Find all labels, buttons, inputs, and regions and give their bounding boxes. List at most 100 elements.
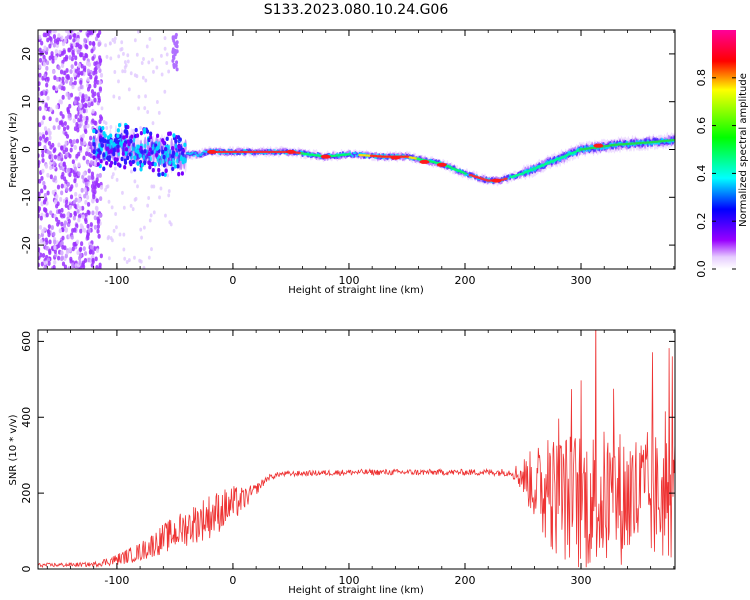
- spectrogram-cell: [83, 251, 88, 256]
- spectrogram-cell: [92, 41, 96, 47]
- spectrogram-cell: [83, 37, 87, 43]
- spectrogram-cell: [102, 119, 106, 124]
- spectrogram-cell: [101, 125, 105, 131]
- spectrogram-cell: [57, 208, 62, 214]
- spectrogram-cell: [116, 133, 120, 138]
- spectrogram-cell: [41, 158, 45, 163]
- spectrogram-cell: [43, 144, 47, 150]
- spectrogram-cell: [66, 212, 70, 217]
- spectrogram-cell: [99, 196, 103, 202]
- spectrogram-cell: [65, 91, 69, 97]
- spectrogram-cell: [273, 148, 276, 152]
- spectrogram-cell: [46, 95, 50, 101]
- spectrogram-cell: [68, 80, 73, 86]
- spectrogram-cell: [160, 154, 164, 160]
- spectrogram-cell: [171, 35, 175, 40]
- spectrogram-cell: [79, 30, 83, 33]
- spectrogram-cell: [38, 122, 42, 128]
- spectrogram-cell: [102, 166, 106, 171]
- x-tick-label: -100: [104, 274, 129, 287]
- spectrogram-cell: [164, 213, 167, 218]
- y-tick-label: 200: [20, 483, 33, 504]
- spectrogram-cell: [165, 136, 169, 142]
- spectrogram-cell: [38, 34, 42, 40]
- spectrogram-cell: [91, 210, 95, 216]
- spectrogram-cell: [91, 198, 95, 204]
- spectrogram-cell: [126, 155, 130, 161]
- spectrogram-cell: [133, 197, 137, 202]
- colorbar-tick-label: 0.0: [695, 260, 708, 278]
- spectrogram-cell: [140, 149, 144, 154]
- spectrogram-cell: [70, 234, 74, 240]
- spectrogram-cell: [49, 144, 53, 150]
- spectrogram-cell: [57, 125, 61, 130]
- spectrogram-cell: [58, 49, 62, 55]
- spectrogram-cell: [143, 160, 147, 166]
- spectrogram-cell: [167, 131, 171, 137]
- spectrogram-cell: [181, 151, 185, 156]
- spectrogram-y-ticks: -20 -10 0 10 20: [20, 47, 675, 254]
- spectrogram-cell: [56, 221, 60, 227]
- spectrogram-cell: [81, 262, 85, 268]
- spectrogram-peak: [285, 149, 296, 154]
- spectrogram-cell: [157, 141, 161, 147]
- spectrogram-cell: [164, 146, 168, 152]
- spectrogram-cell: [174, 32, 178, 37]
- spectrogram-cell: [79, 252, 83, 258]
- spectrogram-cell: [83, 187, 87, 193]
- spectrogram-cell: [50, 225, 54, 230]
- spectrogram-cell: [162, 140, 166, 145]
- spectrogram-cell: [167, 144, 171, 150]
- spectrogram-cell: [114, 211, 118, 216]
- spectrogram-cell: [93, 97, 97, 103]
- spectrogram-cell: [174, 139, 178, 144]
- spectrogram-cell: [64, 227, 69, 233]
- spectrogram-cell: [150, 184, 154, 189]
- spectrogram-cell: [171, 58, 175, 63]
- spectrogram-marks: [38, 30, 675, 269]
- spectrogram-cell: [167, 189, 171, 194]
- spectrogram-cell: [69, 256, 73, 262]
- spectrogram-cell: [85, 61, 90, 66]
- spectrogram-cell: [63, 70, 67, 76]
- spectrogram-cell: [102, 131, 106, 136]
- spectrogram-cell: [176, 158, 179, 164]
- spectrogram-cell: [44, 130, 49, 136]
- spectrogram-cell: [57, 255, 61, 261]
- colorbar: 0.0 0.2 0.4 0.6 0.8 Normalized spectral ampl…: [695, 30, 749, 278]
- spectrogram-cell: [61, 235, 65, 241]
- snr-frame: [37, 329, 676, 570]
- x-tick-label: 200: [454, 574, 475, 587]
- spectrogram-cell: [80, 187, 84, 193]
- spectrogram-cell: [56, 184, 61, 190]
- spectrogram-cell: [122, 247, 126, 252]
- spectrogram-cell: [365, 156, 368, 159]
- spectrogram-cell: [122, 232, 126, 237]
- spectrogram-cell: [47, 140, 52, 146]
- spectrogram-cell: [98, 150, 102, 155]
- spectrogram-cell: [76, 203, 80, 209]
- spectrogram-cell: [112, 142, 117, 147]
- spectrogram-cell: [177, 144, 181, 150]
- spectrogram-cell: [94, 256, 98, 262]
- spectrogram-cell: [105, 54, 109, 59]
- spectrogram-cell: [53, 30, 57, 34]
- spectrogram-cell: [123, 158, 127, 163]
- spectrogram-cell: [63, 38, 67, 43]
- colorbar-tick-label: 0.6: [695, 117, 708, 135]
- spectrogram-cell: [163, 172, 167, 177]
- spectrogram-cell: [63, 183, 67, 189]
- spectrogram-cell: [152, 184, 156, 189]
- spectrogram-cell: [70, 64, 74, 70]
- spectrogram-cell: [130, 134, 134, 139]
- spectrogram-cell: [44, 103, 48, 108]
- spectrogram-cell: [105, 151, 108, 157]
- spectrogram-cell: [40, 261, 44, 267]
- spectrogram-cell: [38, 47, 42, 53]
- spectrogram-cell: [109, 139, 113, 144]
- spectrogram-cell: [150, 247, 153, 252]
- spectrogram-cell: [117, 79, 120, 84]
- spectrogram-cell: [60, 35, 64, 41]
- spectrogram-cell: [46, 149, 50, 155]
- spectrogram-cell: [43, 207, 48, 213]
